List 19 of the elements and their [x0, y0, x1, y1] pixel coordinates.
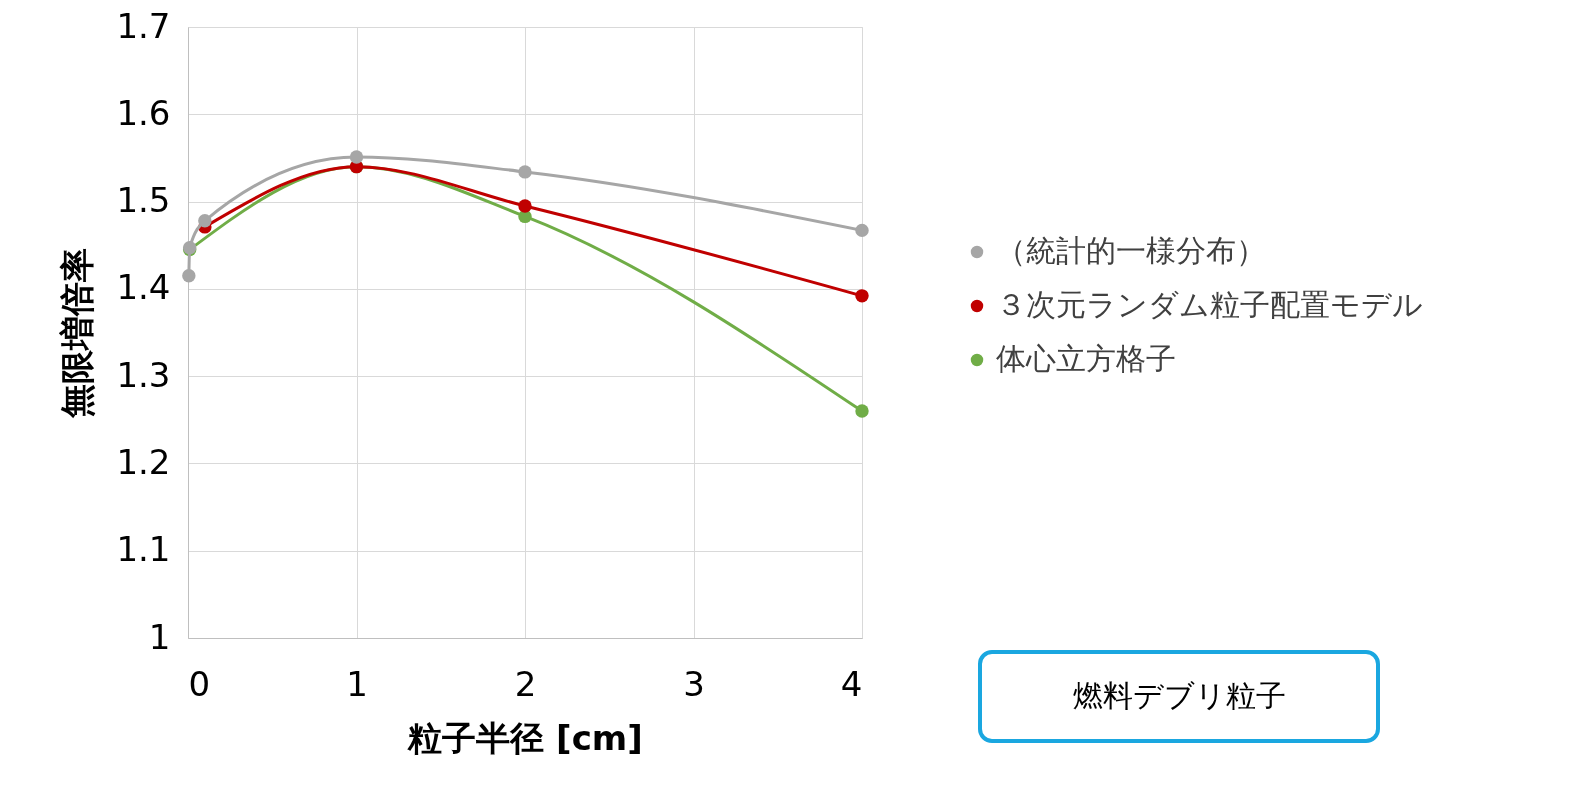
x-tick-label: 3 — [683, 663, 705, 704]
legend-label: ３次元ランダム粒子配置モデル — [996, 287, 1423, 322]
y-axis-title: 無限増倍率 — [57, 248, 98, 419]
x-axis-title: 粒子半径 [cm] — [407, 717, 643, 758]
y-tick-label: 1.6 — [116, 92, 171, 133]
y-tick-label: 1.2 — [116, 441, 171, 482]
legend-label: （統計的一様分布） — [996, 233, 1266, 268]
x-tick-label: 4 — [840, 663, 863, 704]
y-tick-label: 1.4 — [116, 267, 171, 308]
text: 燃料デブリ粒子 — [1072, 678, 1286, 713]
x-tick-label: 0 — [188, 663, 211, 704]
y-tick-label: 1.5 — [116, 180, 171, 221]
x-tick-label: 2 — [514, 663, 537, 704]
y-tick-label: 1.3 — [116, 354, 171, 395]
x-tick-label: 1 — [346, 663, 368, 704]
legend-label: 体心立方格子 — [996, 341, 1176, 376]
y-tick-label: 1.7 — [116, 5, 171, 46]
y-tick-label: 1.1 — [116, 529, 171, 570]
y-tick-label: 1 — [148, 616, 171, 657]
